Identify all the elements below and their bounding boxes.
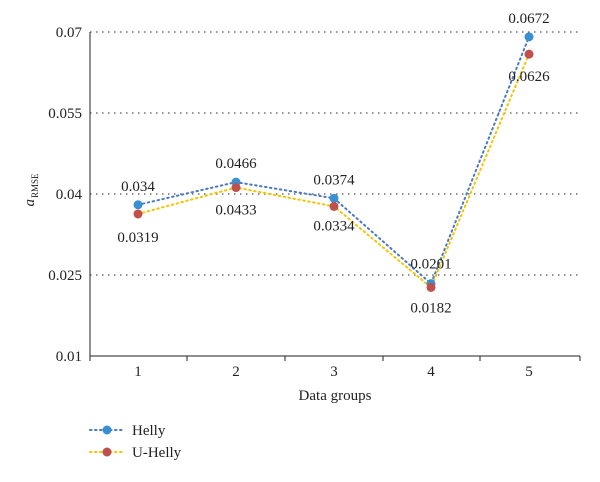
y-tick-label: 0.01 — [56, 349, 82, 365]
y-tick-label: 0.04 — [56, 187, 83, 203]
x-tick-labels: 1 2 3 4 5 — [134, 364, 533, 380]
data-point-u-helly — [231, 183, 241, 193]
data-label-u-helly: 0.0182 — [410, 300, 451, 316]
axes — [89, 32, 581, 361]
y-tick-label: 0.025 — [48, 268, 82, 284]
data-label-helly: 0.0466 — [215, 156, 257, 172]
legend-label-u-helly: U-Helly — [132, 445, 182, 461]
grid-lines — [90, 31, 580, 276]
legend: Helly U-Helly — [89, 423, 182, 461]
y-tick-label: 0.07 — [56, 25, 83, 41]
series-line-u-helly — [137, 53, 530, 290]
data-point-u-helly — [426, 282, 436, 292]
data-label-u-helly: 0.0433 — [215, 203, 256, 219]
data-point-helly — [329, 193, 339, 203]
x-tick-label: 5 — [525, 364, 533, 380]
x-tick-label: 3 — [330, 364, 338, 380]
data-point-u-helly — [329, 201, 339, 211]
data-label-u-helly: 0.0334 — [313, 218, 355, 234]
legend-marker-helly — [102, 425, 112, 435]
series-line-helly — [137, 35, 530, 286]
data-point-helly — [133, 200, 143, 210]
data-point-u-helly — [524, 49, 534, 59]
data-label-u-helly: 0.0319 — [117, 230, 158, 246]
data-label-helly: 0.034 — [121, 179, 155, 195]
data-point-u-helly — [133, 209, 143, 219]
x-tick-label: 2 — [232, 364, 240, 380]
data-label-u-helly: 0.0626 — [508, 69, 550, 85]
data-label-helly: 0.0201 — [410, 257, 451, 273]
series-group — [133, 32, 534, 292]
y-axis-title: aRMSE — [22, 173, 40, 207]
data-label-helly: 0.0672 — [508, 11, 549, 27]
y-axis-title-main: a — [22, 199, 38, 207]
legend-marker-u-helly — [102, 447, 112, 457]
y-tick-labels: 0.01 0.025 0.04 0.055 0.07 — [48, 25, 82, 365]
y-tick-label: 0.055 — [48, 106, 82, 122]
data-point-helly — [524, 32, 534, 42]
x-axis-title: Data groups — [299, 388, 372, 404]
x-tick-label: 4 — [427, 364, 435, 380]
y-axis-title-subscript: RMSE — [30, 173, 40, 198]
legend-label-helly: Helly — [132, 423, 166, 439]
x-tick-label: 1 — [134, 364, 142, 380]
data-labels-group: 0.034 0.0466 0.0374 0.0201 0.0672 0.0319 0.043… — [117, 11, 550, 317]
data-label-helly: 0.0374 — [313, 172, 355, 188]
